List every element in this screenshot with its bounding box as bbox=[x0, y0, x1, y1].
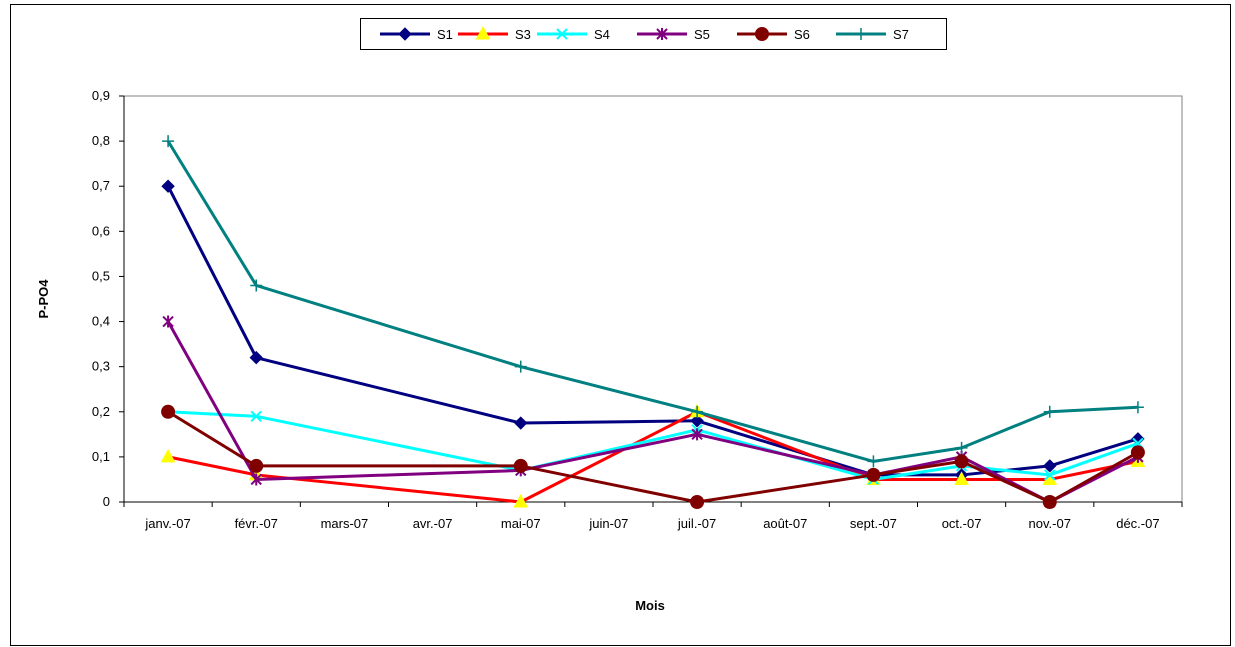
legend: S1 S3 S4 S5 S6 S7 bbox=[360, 18, 947, 50]
data-point bbox=[513, 493, 529, 508]
x-tick-label: févr.-07 bbox=[235, 516, 278, 531]
y-tick-label: 0,5 bbox=[92, 268, 110, 283]
x-tick-label: oct.-07 bbox=[942, 516, 982, 531]
x-tick-label: juin-07 bbox=[588, 516, 628, 531]
y-tick-label: 0,1 bbox=[92, 449, 110, 464]
legend-item-S6: S6 bbox=[737, 27, 810, 42]
data-point bbox=[955, 441, 968, 454]
data-point bbox=[690, 414, 704, 428]
x-tick-label: juil.-07 bbox=[677, 516, 716, 531]
y-tick-label: 0,4 bbox=[92, 314, 110, 329]
y-tick-label: 0,9 bbox=[92, 88, 110, 103]
data-point bbox=[1131, 401, 1144, 414]
legend-marker bbox=[755, 27, 769, 41]
data-point bbox=[250, 410, 262, 422]
y-axis: 0 0,1 0,2 0,3 0,4 0,5 0,6 0,7 0,8 0,9 bbox=[92, 88, 125, 509]
data-point bbox=[161, 179, 175, 193]
data-point bbox=[954, 454, 969, 469]
y-tick-label: 0,3 bbox=[92, 359, 110, 374]
data-point bbox=[514, 360, 527, 373]
y-tick-label: 0,7 bbox=[92, 178, 110, 193]
legend-item-S7: S7 bbox=[836, 27, 909, 42]
data-point bbox=[250, 473, 262, 486]
data-point bbox=[1130, 445, 1145, 460]
data-point bbox=[1042, 495, 1057, 509]
legend-label: S4 bbox=[594, 27, 610, 42]
data-point bbox=[1044, 469, 1056, 481]
data-point bbox=[162, 135, 175, 148]
data-point bbox=[866, 467, 881, 482]
x-tick-label: nov.-07 bbox=[1029, 516, 1071, 531]
data-point bbox=[162, 315, 174, 328]
y-tick-label: 0,6 bbox=[92, 223, 110, 238]
legend-label: S3 bbox=[515, 27, 531, 42]
legend-item-S1: S1 bbox=[380, 27, 453, 42]
series-line bbox=[167, 410, 1139, 504]
x-axis-title: Mois bbox=[635, 598, 665, 613]
data-point bbox=[690, 495, 705, 509]
y-tick-label: 0,2 bbox=[92, 404, 110, 419]
x-tick-label: mai-07 bbox=[501, 516, 541, 531]
x-tick-label: avr.-07 bbox=[413, 516, 453, 531]
series-line bbox=[166, 140, 1138, 463]
data-point bbox=[161, 404, 176, 419]
y-tick-label: 0,8 bbox=[92, 133, 110, 148]
series-line bbox=[167, 410, 1139, 504]
data-point bbox=[250, 279, 263, 292]
series-S7 bbox=[162, 135, 1144, 468]
legend-item-S3: S3 bbox=[458, 25, 531, 42]
data-point bbox=[160, 448, 176, 463]
data-point bbox=[691, 428, 703, 441]
x-tick-label: déc.-07 bbox=[1116, 516, 1159, 531]
data-point bbox=[954, 471, 969, 485]
series-line bbox=[166, 185, 1139, 477]
x-tick-label: août-07 bbox=[763, 516, 807, 531]
x-tick-label: sept.-07 bbox=[850, 516, 897, 531]
x-axis: janv.-07 févr.-07 mars-07 avr.-07 mai-07 juin… bbox=[123, 501, 1183, 531]
data-point bbox=[249, 458, 264, 473]
data-point bbox=[1043, 405, 1056, 418]
series-layer bbox=[160, 135, 1146, 509]
legend-item-S5: S5 bbox=[637, 27, 710, 42]
data-point bbox=[514, 416, 528, 430]
legend-marker bbox=[556, 28, 568, 40]
legend-label: S5 bbox=[694, 27, 710, 42]
x-tick-label: mars-07 bbox=[321, 516, 369, 531]
y-tick-label: 0 bbox=[103, 494, 110, 509]
legend-marker bbox=[475, 25, 491, 40]
data-point bbox=[249, 350, 263, 365]
series-S6 bbox=[161, 404, 1145, 509]
legend-marker bbox=[656, 28, 668, 40]
legend-label: S7 bbox=[893, 27, 909, 42]
data-point bbox=[513, 458, 528, 473]
legend-marker bbox=[398, 27, 412, 41]
legend-marker bbox=[855, 28, 867, 40]
legend-label: S6 bbox=[794, 27, 810, 42]
legend-item-S4: S4 bbox=[537, 27, 610, 42]
data-point bbox=[867, 455, 880, 468]
data-point bbox=[691, 405, 704, 418]
x-tick-label: janv.-07 bbox=[144, 516, 190, 531]
legend-label: S1 bbox=[437, 27, 453, 42]
y-axis-title: P-PO4 bbox=[36, 279, 51, 319]
